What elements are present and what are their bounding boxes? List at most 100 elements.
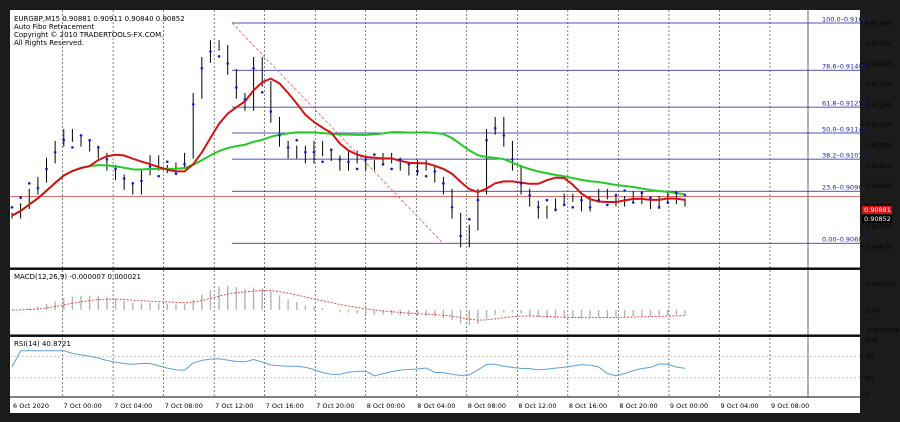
copyright-text: Copyright © 2010 TRADERTOOLS-FX.COM. xyxy=(14,31,163,39)
sar-dot xyxy=(148,165,152,168)
x-tick-label: 8 Oct 04:00 xyxy=(417,402,455,410)
sar-dot xyxy=(433,170,437,173)
x-tick-label: 9 Oct 00:00 xyxy=(670,402,708,410)
rsi-header: RSI(14) 40.8721 xyxy=(14,340,71,348)
x-tick-label: 7 Oct 16:00 xyxy=(266,402,304,410)
y-tick-label: 0.91010 xyxy=(865,162,892,170)
sar-dot xyxy=(295,138,299,142)
sar-dot xyxy=(373,153,376,156)
sar-dot xyxy=(88,138,91,142)
bid-price-label: 0.90881 xyxy=(864,206,891,214)
price-axis: 0.91605 0.91520 0.91435 0.91350 0.91265 0.911… xyxy=(860,19,892,251)
sar-dot xyxy=(286,146,290,149)
sar-dot xyxy=(260,90,264,94)
fibo-level-label: 0.00–0.90685 xyxy=(822,236,867,244)
y-tick-label: 0.91435 xyxy=(865,60,892,68)
fibo-level-label: 23.6–0.90902 xyxy=(822,184,867,192)
sar-dot xyxy=(226,62,230,65)
sar-dot xyxy=(10,205,14,209)
sar-dot xyxy=(200,67,204,70)
current-price-label: 0.90852 xyxy=(864,215,891,223)
sar-dot xyxy=(338,158,342,161)
macd-header: MACD(12,26,9) -0.000007 0.000021 xyxy=(14,273,141,281)
x-tick-label: 8 Oct 12:00 xyxy=(518,402,556,410)
rsi-tick-label: 30 xyxy=(865,374,873,382)
sar-dot xyxy=(191,102,195,106)
sar-dot xyxy=(614,194,618,197)
fibo-trend-line xyxy=(231,22,444,244)
vertical-gridlines xyxy=(62,10,771,397)
macd-tick-label: -0.000819 xyxy=(865,327,898,335)
rsi-panel xyxy=(10,337,860,397)
ma-red-line xyxy=(11,77,686,217)
macd-panel xyxy=(10,270,860,335)
y-tick-label: 0.91180 xyxy=(865,121,892,129)
sar-dot xyxy=(545,198,549,202)
sar-dot xyxy=(122,177,126,180)
sar-dot xyxy=(364,158,368,161)
x-tick-label: 8 Oct 08:00 xyxy=(468,402,506,410)
x-tick-label: 7 Oct 20:00 xyxy=(316,402,354,410)
sar-dot xyxy=(131,182,135,185)
sar-dot xyxy=(62,138,66,142)
current-price-badge xyxy=(862,215,892,223)
x-tick-label: 8 Oct 20:00 xyxy=(619,402,657,410)
sar-dot xyxy=(329,148,333,152)
y-tick-label: 0.91265 xyxy=(865,101,892,109)
fibo-level-label: 100.0–0.91604 xyxy=(822,16,871,24)
sar-dot xyxy=(304,150,307,154)
sar-dot xyxy=(476,198,480,202)
fibo-level-label: 78.6–0.91407 xyxy=(822,63,867,71)
x-tick-label: 8 Oct 16:00 xyxy=(569,402,607,410)
sar-dot xyxy=(606,203,609,207)
sar-dot xyxy=(424,174,428,178)
main-panel xyxy=(10,10,860,268)
sar-dot xyxy=(683,194,687,197)
x-tick-label: 8 Oct 00:00 xyxy=(367,402,405,410)
sar-dot xyxy=(571,205,575,209)
sar-dot xyxy=(347,160,350,164)
fibo-levels: 100.0–0.91604 78.6–0.91407 61.8–0.91253 50.… xyxy=(10,16,871,244)
y-tick-label: 0.91350 xyxy=(865,80,892,88)
sar-dot xyxy=(217,55,221,58)
y-tick-label: 0.91520 xyxy=(865,40,892,48)
sar-dot xyxy=(597,198,601,202)
sar-dot xyxy=(649,196,652,200)
sar-dot xyxy=(519,182,523,185)
sar-dot xyxy=(640,191,644,195)
sar-dot xyxy=(562,203,566,207)
sar-dot xyxy=(398,158,402,161)
rights-text: All Rights Reserved. xyxy=(14,39,84,47)
sar-dot xyxy=(381,162,385,166)
sar-dot xyxy=(140,179,143,183)
time-axis xyxy=(10,397,860,413)
x-tick-label: 9 Oct 04:00 xyxy=(720,402,758,410)
sar-dot xyxy=(105,158,109,161)
sar-dot xyxy=(183,162,186,166)
sar-dot xyxy=(269,110,273,113)
price-series xyxy=(10,40,687,248)
y-tick-label: 0.90670 xyxy=(865,243,892,251)
rsi-line xyxy=(11,350,686,377)
sar-dot xyxy=(312,150,316,154)
indicator-title: Auto Fibo Retracement xyxy=(14,23,94,31)
sar-dot xyxy=(442,182,445,185)
rsi-indicator: 100 70 30 0 xyxy=(10,337,877,399)
rsi-tick-label: 100 xyxy=(865,337,877,345)
y-tick-label: 0.91095 xyxy=(865,141,892,149)
sar-dot xyxy=(631,201,635,204)
sar-dot xyxy=(416,170,419,173)
sar-dot xyxy=(243,98,247,101)
sar-dot xyxy=(493,126,497,130)
sar-dot xyxy=(623,189,626,192)
macd-tick-label: 0.00 xyxy=(865,307,879,315)
sar-dot xyxy=(407,162,411,166)
sar-dot xyxy=(235,86,238,89)
sar-dot xyxy=(157,174,160,178)
sar-dot xyxy=(528,194,531,197)
sar-dot xyxy=(278,134,281,137)
x-tick-label: 7 Oct 12:00 xyxy=(215,402,253,410)
sar-dot xyxy=(45,167,48,171)
